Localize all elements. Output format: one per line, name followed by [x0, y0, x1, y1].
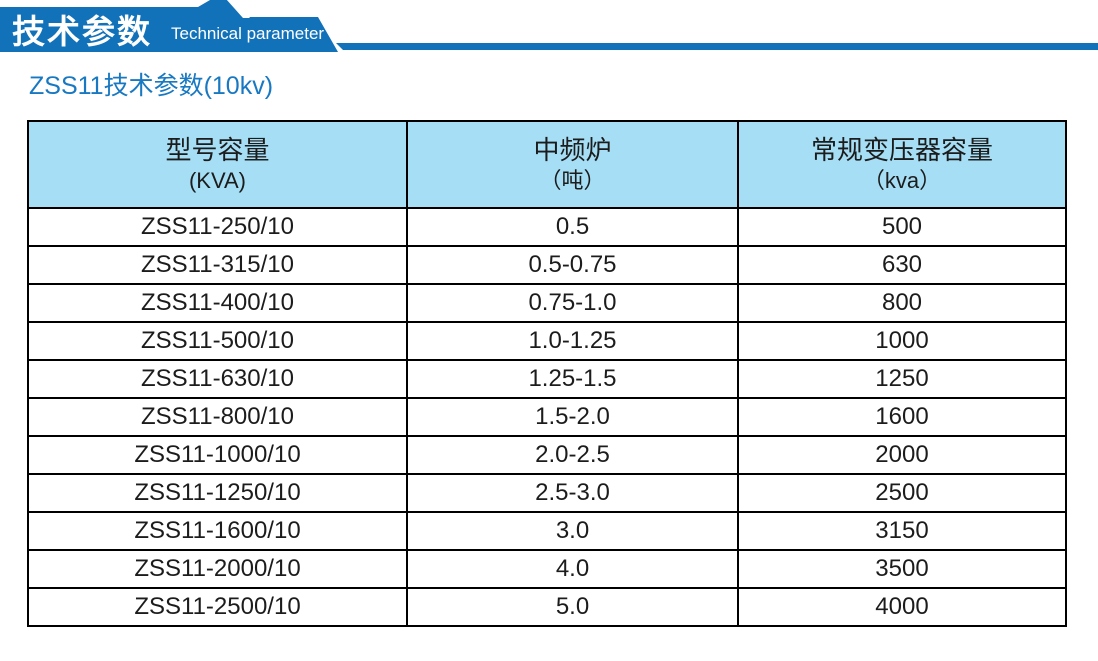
banner-ribbon [0, 0, 1098, 52]
table-cell: 3150 [737, 511, 1067, 551]
table-cell: 4.0 [406, 549, 739, 589]
table-cell: ZSS11-500/10 [27, 321, 408, 361]
column-header-transformer-capacity-line1: 常规变压器容量 [810, 135, 993, 166]
page-title: ZSS11技术参数(10kv) [29, 72, 274, 100]
table-cell: ZSS11-800/10 [27, 397, 408, 437]
column-header-transformer-capacity-line2: （kva） [862, 168, 942, 194]
table-row: ZSS11-400/10 0.75-1.0 800 [27, 283, 1067, 323]
table-cell: ZSS11-1600/10 [27, 511, 408, 551]
table-cell: 2.5-3.0 [406, 473, 739, 513]
table-cell: ZSS11-250/10 [27, 207, 408, 247]
table-cell: 3500 [737, 549, 1067, 589]
banner-title-cn: 技术参数 [12, 13, 152, 50]
column-header-model-capacity: 型号容量 (KVA) [27, 120, 408, 209]
banner-thin-bar [336, 43, 1098, 50]
table-cell: ZSS11-1250/10 [27, 473, 408, 513]
table-cell: 0.5-0.75 [406, 245, 739, 285]
table-cell: 5.0 [406, 587, 739, 627]
table-header-row: 型号容量 (KVA) 中频炉 （吨） 常规变压器容量 （kva） [27, 120, 1067, 209]
table-row: ZSS11-2000/10 4.0 3500 [27, 549, 1067, 589]
table-row: ZSS11-250/10 0.5 500 [27, 207, 1067, 247]
table-row: ZSS11-2500/10 5.0 4000 [27, 587, 1067, 627]
table-cell: ZSS11-630/10 [27, 359, 408, 399]
table-cell: 1.5-2.0 [406, 397, 739, 437]
column-header-mf-furnace-line2: （吨） [539, 168, 606, 194]
spec-table: 型号容量 (KVA) 中频炉 （吨） 常规变压器容量 （kva） ZSS11-2… [27, 120, 1067, 627]
column-header-mf-furnace: 中频炉 （吨） [406, 120, 739, 209]
table-cell: 1.0-1.25 [406, 321, 739, 361]
table-cell: ZSS11-1000/10 [27, 435, 408, 475]
table-row: ZSS11-1250/10 2.5-3.0 2500 [27, 473, 1067, 513]
table-cell: 0.5 [406, 207, 739, 247]
banner-title-en: Technical parameter [171, 24, 325, 43]
column-header-model-capacity-line2: (KVA) [188, 168, 247, 194]
table-cell: ZSS11-2000/10 [27, 549, 408, 589]
table-row: ZSS11-630/10 1.25-1.5 1250 [27, 359, 1067, 399]
column-header-model-capacity-line1: 型号容量 [165, 135, 270, 166]
table-row: ZSS11-1600/10 3.0 3150 [27, 511, 1067, 551]
table-cell: 1000 [737, 321, 1067, 361]
table-row: ZSS11-500/10 1.0-1.25 1000 [27, 321, 1067, 361]
table-cell: ZSS11-315/10 [27, 245, 408, 285]
table-cell: 1.25-1.5 [406, 359, 739, 399]
table-cell: 0.75-1.0 [406, 283, 739, 323]
column-header-transformer-capacity: 常规变压器容量 （kva） [737, 120, 1067, 209]
table-cell: 630 [737, 245, 1067, 285]
table-row: ZSS11-800/10 1.5-2.0 1600 [27, 397, 1067, 437]
table-row: ZSS11-1000/10 2.0-2.5 2000 [27, 435, 1067, 475]
table-cell: 1600 [737, 397, 1067, 437]
banner-slash-cut [226, 0, 250, 18]
banner-main-shape [0, 0, 338, 52]
table-cell: 3.0 [406, 511, 739, 551]
table-cell: ZSS11-2500/10 [27, 587, 408, 627]
column-header-mf-furnace-line1: 中频炉 [533, 135, 612, 166]
table-header: 型号容量 (KVA) 中频炉 （吨） 常规变压器容量 （kva） [27, 120, 1067, 209]
table-cell: 2000 [737, 435, 1067, 475]
table-cell: 2.0-2.5 [406, 435, 739, 475]
table-cell: 4000 [737, 587, 1067, 627]
table-body: ZSS11-250/10 0.5 500 ZSS11-315/10 0.5-0.75 63… [27, 207, 1067, 627]
table-cell: 800 [737, 283, 1067, 323]
table-cell: ZSS11-400/10 [27, 283, 408, 323]
table-row: ZSS11-315/10 0.5-0.75 630 [27, 245, 1067, 285]
table-cell: 1250 [737, 359, 1067, 399]
table-cell: 500 [737, 207, 1067, 247]
table-cell: 2500 [737, 473, 1067, 513]
